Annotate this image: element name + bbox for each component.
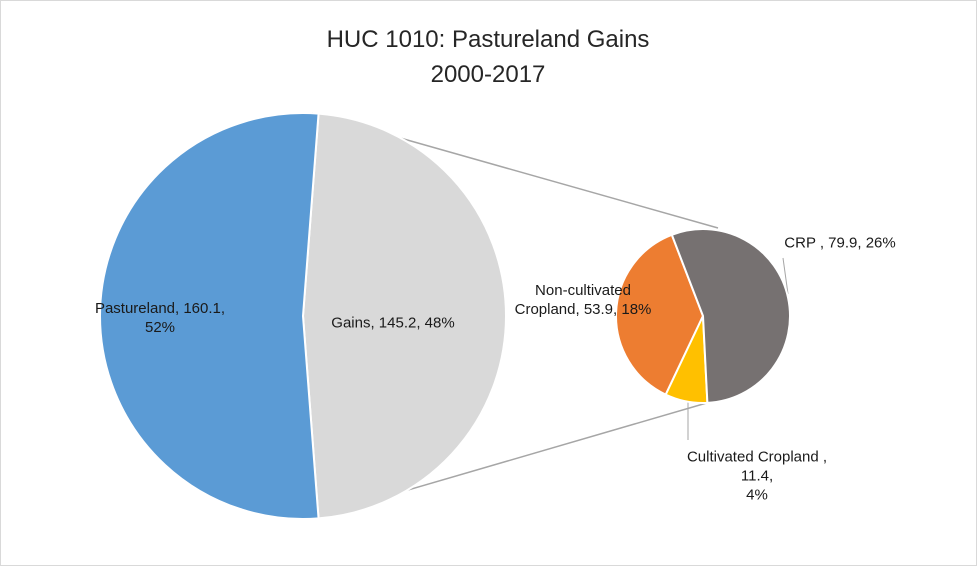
- data-label: Pastureland, 160.1, 52%: [94, 300, 226, 336]
- data-label: Gains, 145.2, 48%: [331, 314, 455, 332]
- leader-line: [782, 257, 789, 295]
- pie-slice: [670, 228, 791, 404]
- chart-title: HUC 1010: Pastureland Gains: [326, 26, 650, 53]
- chart-subtitle: 2000-2017: [430, 61, 546, 88]
- data-label: Non-cultivated Cropland, 53.9, 18%: [514, 282, 652, 318]
- data-label: CRP , 79.9, 26%: [784, 234, 896, 252]
- pie-slice: [615, 233, 705, 396]
- pie-slice: [99, 112, 320, 520]
- data-label: Cultivated Cropland , 11.4, 4%: [686, 448, 828, 504]
- pie-slice: [301, 112, 508, 520]
